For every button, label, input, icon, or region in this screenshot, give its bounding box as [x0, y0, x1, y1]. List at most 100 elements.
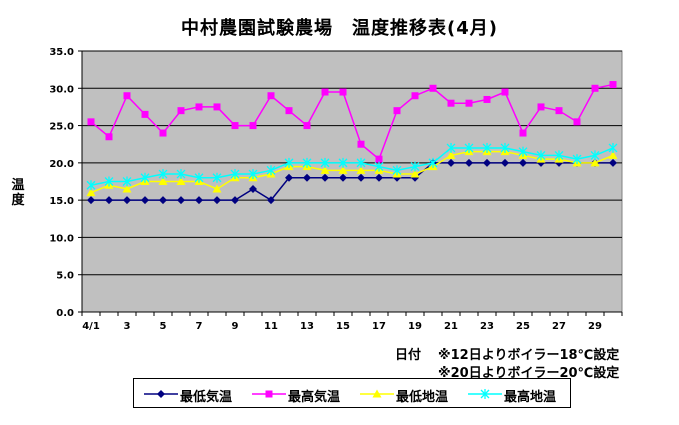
- data-point: [446, 142, 456, 153]
- y-tick-label: 35.0: [49, 47, 74, 58]
- x-tick-label: 29: [588, 321, 602, 332]
- data-point: [482, 142, 492, 153]
- data-point: [212, 172, 222, 183]
- series-line: [90, 150, 614, 194]
- data-point: [248, 169, 258, 180]
- data-point: [500, 142, 510, 153]
- data-point: [87, 118, 95, 126]
- data-point: [609, 81, 617, 89]
- legend-item-min-air: 最低気温: [144, 386, 244, 405]
- x-tick-label: 7: [196, 321, 203, 332]
- data-point: [429, 84, 437, 92]
- x-tick-label: 19: [408, 321, 422, 332]
- x-tick-label: 23: [480, 321, 494, 332]
- data-point: [411, 92, 419, 100]
- data-point: [464, 142, 474, 153]
- data-point: [483, 95, 491, 103]
- legend-swatch-star-icon: [468, 389, 502, 399]
- data-point: [590, 158, 600, 167]
- data-point: [158, 177, 168, 185]
- boiler-note-2: ※20日よりボイラー20℃設定: [438, 366, 620, 381]
- data-point: [249, 122, 257, 130]
- data-point: [338, 165, 348, 174]
- y-tick-label: 25.0: [49, 122, 74, 133]
- data-point: [303, 122, 311, 130]
- data-point: [393, 107, 401, 115]
- data-point: [447, 99, 455, 107]
- data-point: [375, 173, 383, 182]
- data-point: [357, 140, 365, 148]
- data-point: [141, 110, 149, 118]
- data-point: [267, 196, 275, 205]
- data-point: [158, 169, 168, 180]
- x-tick-label: 25: [516, 321, 530, 332]
- data-point: [249, 184, 257, 193]
- data-point: [356, 165, 366, 174]
- data-point: [140, 172, 150, 183]
- legend-label: 最低地温: [396, 390, 449, 405]
- data-point: [447, 158, 455, 167]
- legend-label: 最高気温: [288, 390, 341, 405]
- data-point: [519, 129, 527, 137]
- x-tick-label: 11: [264, 321, 278, 332]
- legend-item-max-air: 最高気温: [252, 386, 352, 405]
- x-tick-label: 21: [444, 321, 458, 332]
- legend: 最低気温 最高気温 最低地温 最高地温: [133, 378, 571, 408]
- data-point: [501, 88, 509, 96]
- data-point: [410, 169, 420, 178]
- x-tick-label: 3: [124, 321, 131, 332]
- data-point: [177, 107, 185, 115]
- data-point: [518, 146, 528, 157]
- data-point: [176, 177, 186, 185]
- boiler-note-1: ※12日よりボイラー18℃設定: [438, 348, 620, 363]
- legend-item-max-soil: 最高地温: [468, 386, 568, 405]
- data-point: [303, 173, 311, 182]
- data-point: [321, 88, 329, 96]
- data-point: [375, 155, 383, 163]
- y-axis-label-char: 温: [11, 178, 25, 193]
- series-line: [90, 147, 614, 186]
- data-point: [104, 176, 114, 187]
- legend-swatch-triangle-icon: [360, 389, 394, 398]
- data-point: [266, 165, 276, 176]
- data-point: [446, 150, 456, 159]
- x-tick-label: 13: [300, 321, 314, 332]
- legend-label: 最低気温: [180, 390, 233, 405]
- x-tick-label: 17: [372, 321, 386, 332]
- data-point: [122, 176, 132, 187]
- data-point: [410, 161, 420, 172]
- data-point: [230, 169, 240, 180]
- data-point: [465, 99, 473, 107]
- data-point: [608, 142, 618, 153]
- data-point: [267, 92, 275, 100]
- data-point: [428, 157, 438, 168]
- x-tick-label: 9: [232, 321, 239, 332]
- data-point: [392, 165, 402, 176]
- data-point: [285, 173, 293, 182]
- data-point: [231, 122, 239, 130]
- y-tick-label: 20.0: [49, 159, 74, 170]
- data-point: [483, 158, 491, 167]
- data-point: [321, 173, 329, 182]
- data-point: [176, 169, 186, 180]
- data-point: [519, 158, 527, 167]
- data-point: [573, 118, 581, 126]
- data-point: [339, 88, 347, 96]
- data-point: [141, 196, 149, 205]
- series-line: [90, 83, 614, 161]
- data-point: [195, 196, 203, 205]
- x-tick-label: 4/1: [82, 321, 100, 332]
- x-axis-label: 日付: [395, 348, 422, 363]
- data-point: [159, 129, 167, 137]
- data-point: [105, 133, 113, 141]
- data-point: [194, 172, 204, 183]
- data-point: [122, 184, 132, 193]
- data-point: [501, 158, 509, 167]
- y-tick-label: 30.0: [49, 84, 74, 95]
- data-point: [231, 196, 239, 205]
- data-point: [320, 165, 330, 174]
- legend-swatch-square-icon: [252, 390, 286, 398]
- y-axis-label-char: 度: [11, 193, 25, 208]
- data-point: [213, 103, 221, 111]
